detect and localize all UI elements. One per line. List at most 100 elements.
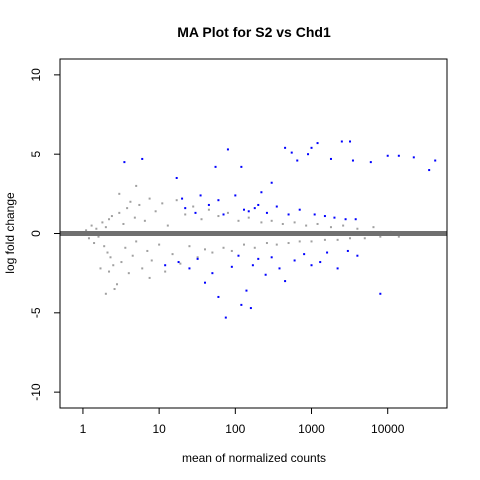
x-tick-label: 10000 xyxy=(371,422,405,436)
nonsignificant-point xyxy=(112,264,115,267)
significant-point xyxy=(184,207,187,210)
significant-point xyxy=(310,264,313,267)
significant-point xyxy=(222,213,225,216)
significant-point xyxy=(207,203,210,206)
significant-point xyxy=(164,264,167,267)
x-tick-label: 1 xyxy=(80,422,87,436)
nonsignificant-point xyxy=(148,197,151,200)
nonsignificant-point xyxy=(143,219,146,222)
nonsignificant-point xyxy=(141,267,144,270)
nonsignificant-point xyxy=(175,199,178,202)
significant-point xyxy=(307,153,310,156)
nonsignificant-point xyxy=(120,261,123,264)
significant-point xyxy=(211,272,214,275)
significant-point xyxy=(287,213,290,216)
nonsignificant-point xyxy=(148,276,151,279)
significant-point xyxy=(217,199,220,202)
nonsignificant-point xyxy=(230,249,233,252)
significant-point xyxy=(251,264,254,267)
nonsignificant-point xyxy=(260,221,263,224)
significant-point xyxy=(214,165,217,168)
significant-point xyxy=(243,208,245,211)
y-tick-label: -5 xyxy=(29,307,43,318)
significant-point xyxy=(217,295,220,298)
nonsignificant-point xyxy=(126,207,129,210)
nonsignificant-point xyxy=(379,235,382,238)
significant-point xyxy=(290,151,293,154)
nonsignificant-point xyxy=(270,219,273,222)
x-tick-label: 100 xyxy=(225,422,245,436)
points-layer xyxy=(85,140,437,319)
nonsignificant-point xyxy=(207,208,210,211)
significant-point xyxy=(196,257,199,260)
nonsignificant-point xyxy=(329,226,332,229)
significant-point xyxy=(278,267,281,270)
nonsignificant-point xyxy=(108,218,111,221)
nonsignificant-point xyxy=(204,248,206,251)
y-tick-label: -10 xyxy=(29,383,43,401)
significant-point xyxy=(257,257,260,260)
y-axis-label: log fold change xyxy=(3,192,17,274)
nonsignificant-point xyxy=(243,243,245,246)
y-tick-label: 5 xyxy=(29,151,43,158)
significant-point xyxy=(230,265,233,268)
significant-point xyxy=(284,280,287,283)
nonsignificant-point xyxy=(85,229,88,232)
nonsignificant-point xyxy=(122,222,125,225)
nonsignificant-point xyxy=(184,213,187,216)
x-axis: 1 10 100 1000 10000 xyxy=(80,408,405,436)
nonsignificant-point xyxy=(164,270,167,273)
nonsignificant-point xyxy=(150,259,153,262)
significant-point xyxy=(260,191,263,194)
significant-point xyxy=(237,254,240,257)
significant-point xyxy=(354,218,357,221)
nonsignificant-point xyxy=(124,246,127,249)
significant-point xyxy=(177,261,180,264)
significant-point xyxy=(326,251,329,254)
nonsignificant-point xyxy=(349,237,352,240)
significant-point xyxy=(346,249,349,252)
nonsignificant-point xyxy=(247,216,250,219)
nonsignificant-point xyxy=(310,240,313,243)
significant-point xyxy=(123,161,126,164)
nonsignificant-point xyxy=(133,216,136,219)
nonsignificant-point xyxy=(135,184,138,187)
significant-point xyxy=(351,159,354,162)
significant-point xyxy=(316,142,319,145)
nonsignificant-point xyxy=(146,249,149,252)
nonsignificant-point xyxy=(293,221,296,224)
nonsignificant-point xyxy=(135,240,138,243)
nonsignificant-point xyxy=(265,242,268,245)
significant-point xyxy=(270,256,273,259)
y-axis: -10 -5 0 5 10 xyxy=(29,68,60,401)
nonsignificant-point xyxy=(95,227,98,230)
significant-point xyxy=(204,281,206,284)
nonsignificant-point xyxy=(90,224,93,227)
nonsignificant-point xyxy=(108,270,111,273)
nonsignificant-point xyxy=(222,246,225,249)
nonsignificant-point xyxy=(356,227,359,230)
nonsignificant-point xyxy=(305,224,308,227)
significant-point xyxy=(270,181,273,184)
nonsignificant-point xyxy=(104,226,107,229)
significant-point xyxy=(310,146,313,149)
nonsignificant-point xyxy=(316,222,319,225)
nonsignificant-point xyxy=(104,292,107,295)
significant-point xyxy=(240,303,243,306)
nonsignificant-point xyxy=(103,245,106,248)
significant-point xyxy=(298,208,301,211)
nonsignificant-point xyxy=(200,218,203,221)
x-axis-label: mean of normalized counts xyxy=(182,451,326,465)
nonsignificant-point xyxy=(217,215,220,218)
significant-point xyxy=(245,289,248,292)
nonsignificant-point xyxy=(323,238,326,241)
significant-point xyxy=(386,154,389,157)
nonsignificant-point xyxy=(154,210,157,213)
y-tick-label: 10 xyxy=(29,68,43,82)
significant-point xyxy=(344,218,347,221)
significant-point xyxy=(264,273,267,276)
nonsignificant-point xyxy=(336,238,339,241)
significant-point xyxy=(296,159,299,162)
significant-point xyxy=(369,161,372,164)
significant-point xyxy=(257,203,260,206)
